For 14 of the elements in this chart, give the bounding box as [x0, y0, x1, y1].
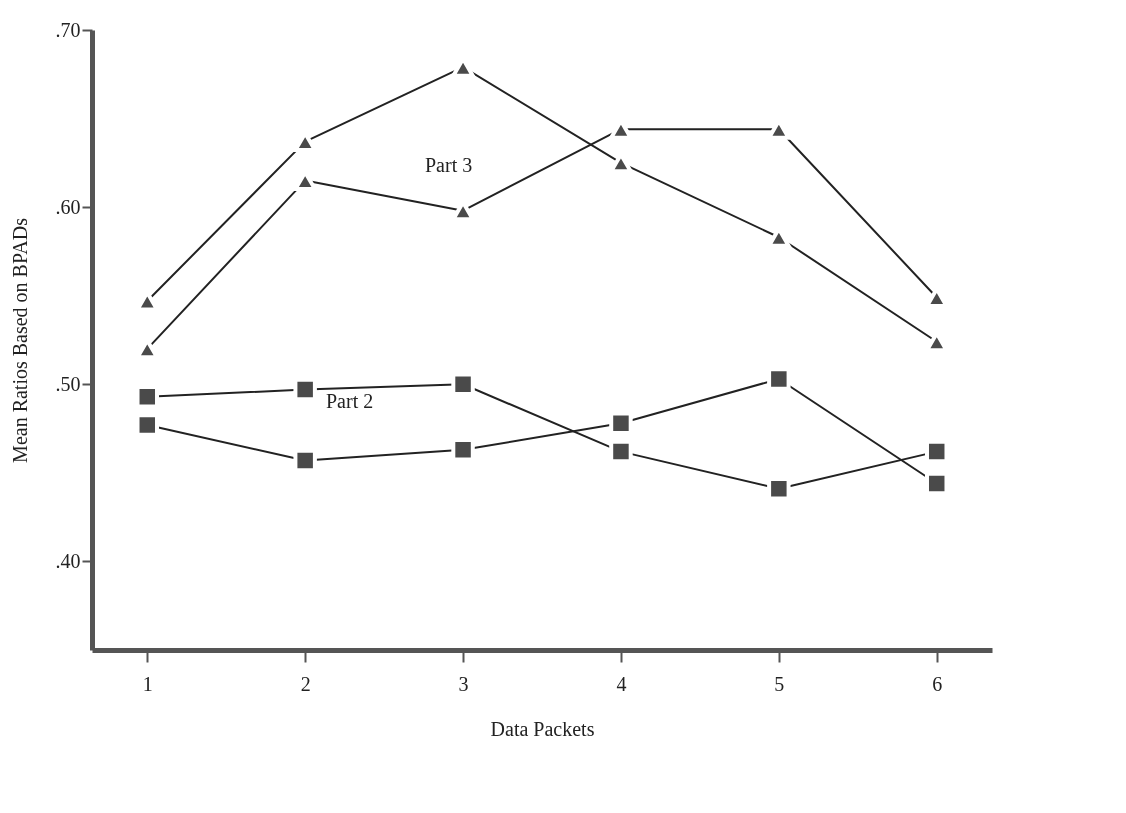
- x-tick-label: 2: [300, 672, 311, 695]
- x-axis-title: Data Packets: [490, 717, 595, 740]
- y-tick-label: .50: [55, 372, 81, 395]
- x-tick-label: 3: [458, 672, 469, 695]
- x-tick-label: 6: [932, 672, 943, 695]
- y-tick-label: .60: [55, 195, 81, 218]
- x-tick-label: 5: [774, 672, 785, 695]
- y-tick-label: .40: [55, 549, 81, 572]
- annotation: Part 2: [326, 390, 374, 412]
- y-axis-title: Mean Ratios Based on BPADs: [8, 217, 31, 463]
- x-tick-label: 1: [142, 672, 153, 695]
- x-tick-label: 4: [616, 672, 627, 695]
- y-tick-label: .70: [55, 18, 81, 41]
- annotation: Part 3: [425, 154, 473, 177]
